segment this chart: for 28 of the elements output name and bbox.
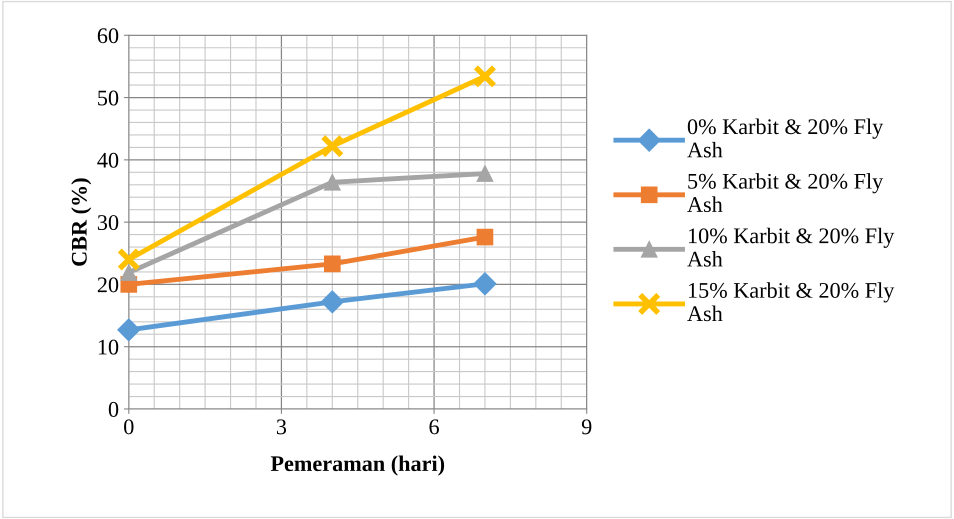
legend-label: 10% Karbit & 20% Fly Ash (687, 228, 894, 267)
point (324, 256, 341, 272)
x-tick-label: 9 (582, 419, 592, 434)
x-tick-label: 0 (124, 419, 134, 434)
point (324, 174, 341, 191)
point (117, 318, 140, 342)
point (473, 272, 496, 296)
point (116, 248, 141, 272)
point (473, 64, 497, 88)
y-tick-label: 40 (97, 152, 118, 168)
y-axis-title: CBR (%) (71, 178, 92, 266)
x-tick-label: 6 (429, 419, 439, 434)
point (476, 165, 494, 182)
legend-label: 0% Karbit & 20% Fly Ash (687, 118, 884, 158)
legend-label: 15% Karbit & 20% Fly Ash (687, 282, 894, 322)
x-axis-title: Pemeraman (hari) (270, 456, 444, 476)
y-tick-label: 0 (108, 402, 118, 417)
y-tick-label: 30 (98, 215, 118, 230)
point (120, 264, 138, 281)
point (476, 228, 494, 246)
y-tick-label: 60 (98, 28, 118, 44)
x-tick-label: 3 (276, 419, 286, 434)
point (320, 134, 344, 158)
point (320, 290, 344, 314)
y-tick-label: 20 (98, 277, 118, 292)
legend-label: 5% Karbit & 20% Fly Ash (687, 173, 884, 212)
y-tick-label: 50 (98, 90, 118, 106)
y-tick-label: 10 (98, 340, 118, 355)
